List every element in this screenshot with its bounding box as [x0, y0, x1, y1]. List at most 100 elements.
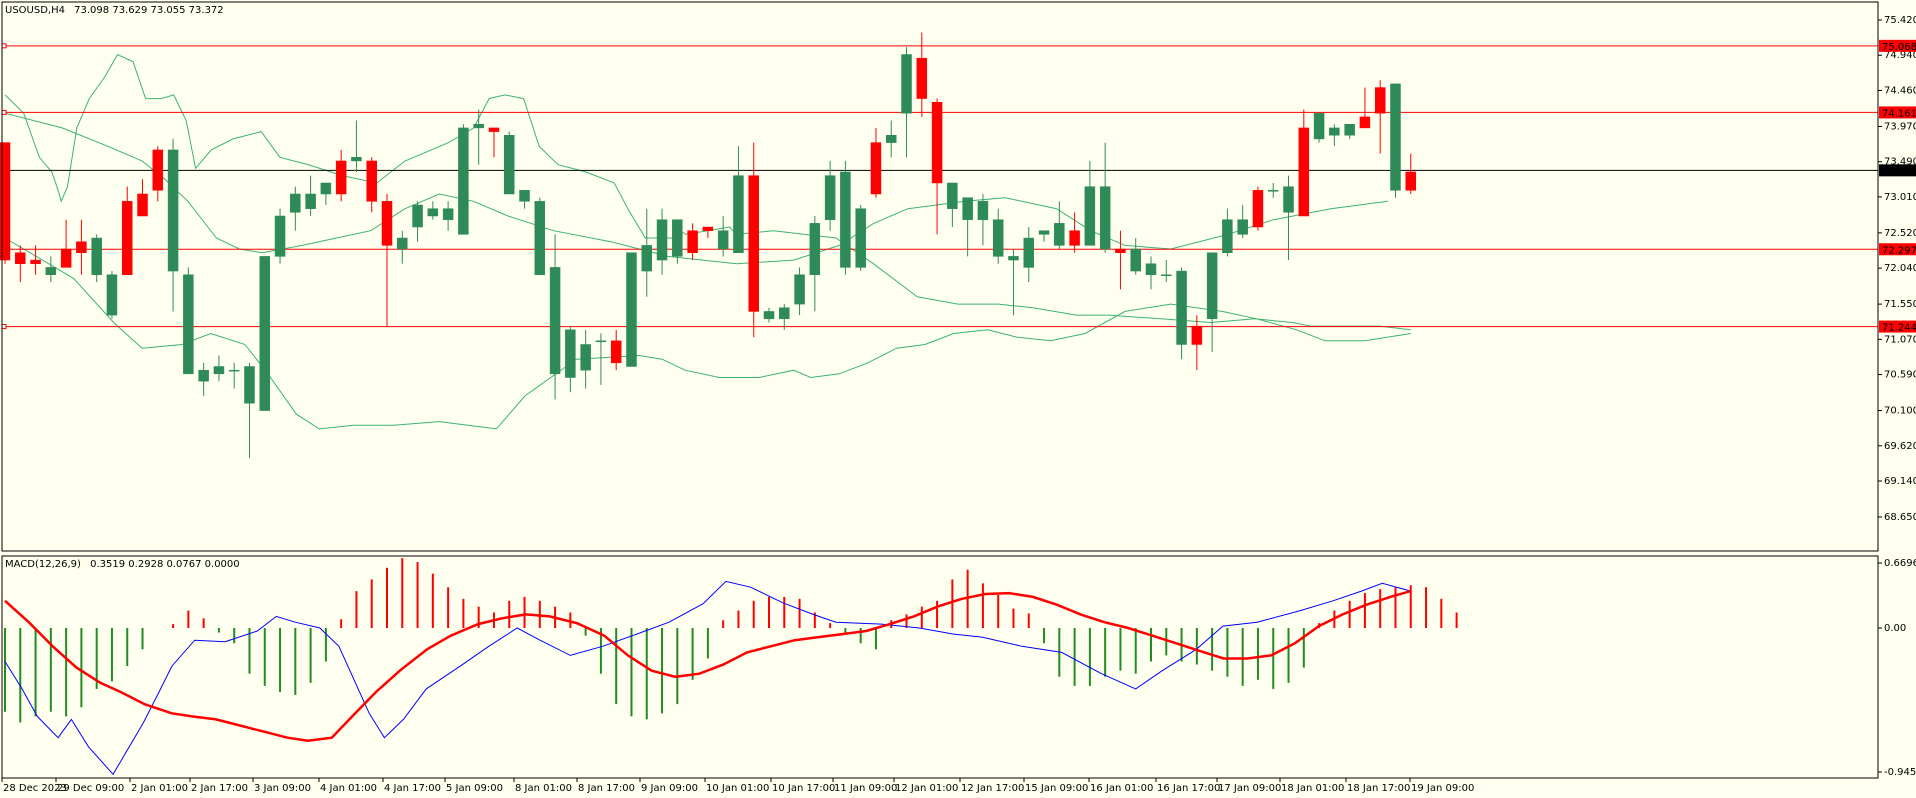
candle-body[interactable]: [198, 369, 209, 382]
candle-body[interactable]: [121, 201, 133, 275]
candle-body[interactable]: [870, 142, 882, 195]
candle-body[interactable]: [1145, 263, 1157, 275]
candle-body[interactable]: [1374, 87, 1386, 114]
candle-body[interactable]: [794, 274, 805, 305]
candle-body[interactable]: [977, 201, 989, 220]
candle-body[interactable]: [901, 54, 912, 114]
candle-body[interactable]: [1267, 190, 1279, 192]
candle-body[interactable]: [931, 101, 943, 184]
candle-body[interactable]: [381, 201, 393, 246]
candle-body[interactable]: [1359, 116, 1371, 129]
candle-body[interactable]: [610, 340, 622, 364]
candle-body[interactable]: [503, 135, 515, 195]
level-handle[interactable]: [1, 43, 7, 49]
candle-body[interactable]: [60, 248, 72, 268]
candle-body[interactable]: [702, 226, 714, 231]
candle-body[interactable]: [672, 219, 683, 257]
candle-body[interactable]: [733, 175, 744, 253]
candle-body[interactable]: [565, 329, 576, 378]
candle-body[interactable]: [228, 369, 240, 372]
candle-body[interactable]: [1206, 252, 1218, 320]
candle-body[interactable]: [183, 274, 194, 375]
candle-body[interactable]: [656, 219, 668, 261]
candle-body[interactable]: [412, 204, 423, 228]
candle-body[interactable]: [1099, 186, 1111, 250]
candle-body[interactable]: [397, 237, 408, 250]
candle-body[interactable]: [15, 252, 26, 264]
candle-body[interactable]: [779, 307, 790, 320]
candle-body[interactable]: [427, 208, 439, 217]
candle-body[interactable]: [335, 160, 347, 195]
candle-body[interactable]: [152, 149, 164, 191]
candle-body[interactable]: [580, 344, 591, 371]
candle-body[interactable]: [1191, 325, 1203, 345]
candle-body[interactable]: [549, 267, 561, 375]
candle-body[interactable]: [947, 182, 958, 209]
candle-body[interactable]: [305, 193, 316, 209]
candle-body[interactable]: [748, 175, 759, 312]
candle-body[interactable]: [1176, 270, 1187, 345]
candle-body[interactable]: [809, 223, 821, 275]
candle-body[interactable]: [1222, 219, 1233, 253]
candle-body[interactable]: [30, 259, 41, 264]
candle-body[interactable]: [259, 256, 271, 411]
candle-body[interactable]: [855, 208, 866, 268]
candle-body[interactable]: [366, 160, 377, 202]
level-handle[interactable]: [1, 109, 7, 115]
candle-body[interactable]: [992, 219, 1004, 257]
time-tick-label: 2 Jan 01:00: [131, 783, 188, 794]
candle-body[interactable]: [45, 267, 57, 275]
candle-body[interactable]: [519, 190, 530, 202]
macd-panel[interactable]: [4, 558, 1458, 776]
price-panel[interactable]: [0, 32, 1878, 459]
candle-body[interactable]: [1023, 237, 1035, 268]
candle-body[interactable]: [1313, 112, 1325, 140]
candle-body[interactable]: [137, 193, 148, 217]
candle-body[interactable]: [167, 149, 179, 272]
candle-body[interactable]: [840, 171, 851, 268]
candle-body[interactable]: [1390, 83, 1401, 191]
candle-body[interactable]: [1344, 123, 1355, 136]
candle-body[interactable]: [916, 57, 928, 99]
candle-body[interactable]: [1283, 186, 1294, 213]
candle-body[interactable]: [1130, 248, 1141, 272]
candle-body[interactable]: [1252, 190, 1264, 228]
candle-body[interactable]: [1084, 186, 1096, 246]
candle-body[interactable]: [824, 175, 836, 220]
level-handle[interactable]: [1, 324, 7, 330]
candle-body[interactable]: [1008, 256, 1019, 261]
candle-body[interactable]: [458, 127, 469, 235]
candle-body[interactable]: [91, 237, 102, 275]
candle-body[interactable]: [595, 340, 607, 343]
candle-body[interactable]: [351, 157, 362, 162]
candle-body[interactable]: [626, 252, 637, 367]
candle-body[interactable]: [290, 193, 301, 213]
candle-body[interactable]: [488, 127, 500, 132]
candle-body[interactable]: [213, 366, 225, 375]
candle-body[interactable]: [962, 197, 973, 220]
candle-body[interactable]: [1161, 274, 1172, 276]
candle-body[interactable]: [1069, 230, 1080, 246]
candle-body[interactable]: [274, 215, 286, 257]
candle-body[interactable]: [106, 274, 118, 316]
candle-body[interactable]: [1298, 127, 1310, 217]
candle-body[interactable]: [687, 230, 698, 253]
candle-body[interactable]: [473, 123, 484, 129]
candle-body[interactable]: [1054, 223, 1065, 246]
candle-body[interactable]: [0, 142, 11, 261]
candle-body[interactable]: [76, 241, 87, 253]
candle-body[interactable]: [641, 245, 653, 272]
candle-body[interactable]: [717, 230, 729, 250]
candle-body[interactable]: [1038, 230, 1050, 235]
candle-body[interactable]: [1115, 248, 1126, 253]
candle-body[interactable]: [763, 311, 775, 320]
candle-body[interactable]: [320, 182, 332, 195]
candle-body[interactable]: [442, 208, 454, 220]
candle-body[interactable]: [534, 201, 546, 275]
candle-body[interactable]: [1405, 171, 1417, 191]
candle-body[interactable]: [885, 135, 897, 143]
candle-body[interactable]: [244, 366, 255, 404]
candle-body[interactable]: [1237, 219, 1248, 235]
candle-body[interactable]: [1329, 127, 1340, 136]
